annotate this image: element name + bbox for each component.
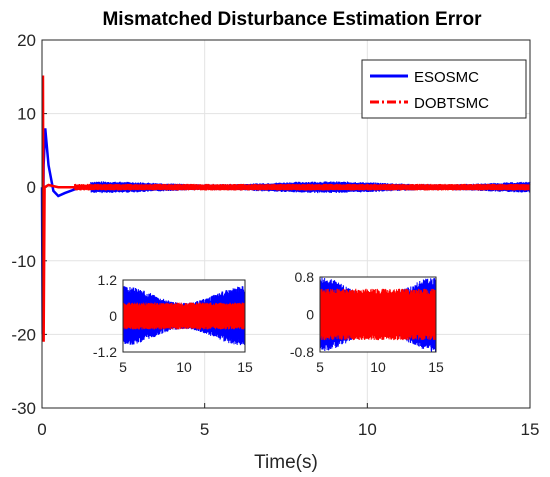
legend: ESOSMC DOBTSMC <box>361 59 527 119</box>
inset-x-tick-label: 15 <box>428 359 444 375</box>
x-axis-label: Time(s) <box>254 452 318 473</box>
y-tick-label: 0 <box>27 178 36 197</box>
x-tick-labels: 0 5 10 15 <box>37 420 539 439</box>
inset-x-tick-label: 5 <box>119 359 127 375</box>
inset-y-tick-label: 1.2 <box>98 272 118 288</box>
inset-frame <box>122 279 246 353</box>
x-tick-label: 0 <box>37 420 46 439</box>
inset-y-tick-label: 0.8 <box>295 269 315 285</box>
legend-label-dobtsmc: DOBTSMC <box>414 95 489 112</box>
y-tick-label: -10 <box>11 252 36 271</box>
x-tick-label: 5 <box>200 420 209 439</box>
inset-x-tick-label: 15 <box>237 359 253 375</box>
main-series <box>40 75 531 342</box>
x-tick-label: 10 <box>358 420 377 439</box>
chart-title: Mismatched Disturbance Estimation Error <box>102 9 482 30</box>
inset-y-tick-label: -1.2 <box>93 344 117 360</box>
inset-frame <box>319 276 437 353</box>
inset-y-tick-label: 0 <box>306 307 314 323</box>
x-tick-label: 15 <box>521 420 540 439</box>
y-tick-label: -20 <box>11 325 36 344</box>
inset-x-tick-label: 10 <box>176 359 192 375</box>
plot-frame <box>41 39 531 409</box>
y-tick-label: 20 <box>17 31 36 50</box>
y-tick-labels: 20 10 0 -10 -20 -30 <box>11 31 36 418</box>
y-tick-label: -30 <box>11 399 36 418</box>
legend-box <box>361 59 527 119</box>
inset-x-tick-label: 5 <box>316 359 324 375</box>
inset-series-dobtsmc <box>320 288 436 341</box>
series-dobtsmc-line <box>73 183 531 191</box>
inset-chart-1: 1.2 0 -1.25 10 15 <box>93 272 253 375</box>
inset-chart-2: 0.8 0 -0.85 10 15 <box>290 269 444 375</box>
y-tick-label: 10 <box>17 105 36 124</box>
inset-x-tick-label: 10 <box>370 359 386 375</box>
inset-y-tick-label: -0.8 <box>290 344 314 360</box>
inset-y-tick-label: 0 <box>109 308 117 324</box>
series-dobtsmc-transient <box>41 75 75 342</box>
legend-label-esosmc: ESOSMC <box>414 69 479 86</box>
inset-series-dobtsmc <box>123 302 245 330</box>
series-esosmc-transient <box>40 128 92 335</box>
